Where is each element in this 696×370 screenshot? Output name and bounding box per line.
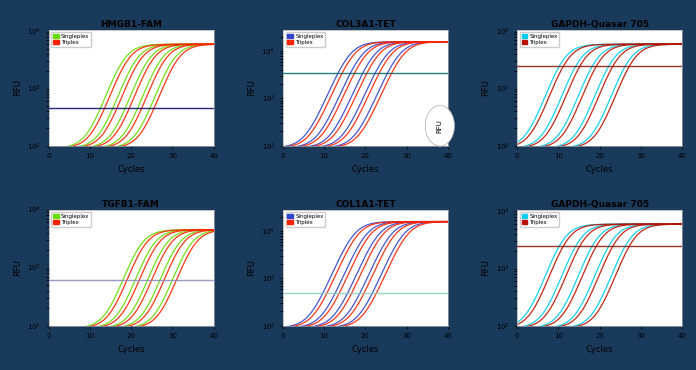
- Y-axis label: RFU: RFU: [247, 259, 256, 276]
- Title: COL3A1-TET: COL3A1-TET: [335, 20, 396, 29]
- Title: GAPDH-Quasar 705: GAPDH-Quasar 705: [551, 20, 649, 29]
- X-axis label: Cycles: Cycles: [118, 165, 145, 174]
- Title: HMGB1-FAM: HMGB1-FAM: [100, 20, 162, 29]
- Y-axis label: RFU: RFU: [13, 259, 22, 276]
- Text: RFU: RFU: [437, 119, 443, 133]
- Y-axis label: RFU: RFU: [13, 79, 22, 96]
- X-axis label: Cycles: Cycles: [351, 345, 379, 354]
- Legend: Singleplex, Triplex: Singleplex, Triplex: [520, 33, 560, 47]
- Y-axis label: RFU: RFU: [481, 259, 490, 276]
- X-axis label: Cycles: Cycles: [351, 165, 379, 174]
- Legend: Singleplex, Triplex: Singleplex, Triplex: [520, 212, 560, 226]
- X-axis label: Cycles: Cycles: [586, 345, 613, 354]
- X-axis label: Cycles: Cycles: [586, 165, 613, 174]
- Title: COL1A1-TET: COL1A1-TET: [335, 200, 396, 209]
- X-axis label: Cycles: Cycles: [118, 345, 145, 354]
- Y-axis label: RFU: RFU: [481, 79, 490, 96]
- Title: GAPDH-Quasar 705: GAPDH-Quasar 705: [551, 200, 649, 209]
- Legend: Singleplex, Triplex: Singleplex, Triplex: [52, 33, 91, 47]
- Legend: Singleplex, Triplex: Singleplex, Triplex: [286, 33, 325, 47]
- Legend: Singleplex, Triplex: Singleplex, Triplex: [286, 212, 325, 226]
- Y-axis label: RFU: RFU: [247, 79, 256, 96]
- Title: TGFB1-FAM: TGFB1-FAM: [102, 200, 160, 209]
- Legend: Singleplex, Triplex: Singleplex, Triplex: [52, 212, 91, 226]
